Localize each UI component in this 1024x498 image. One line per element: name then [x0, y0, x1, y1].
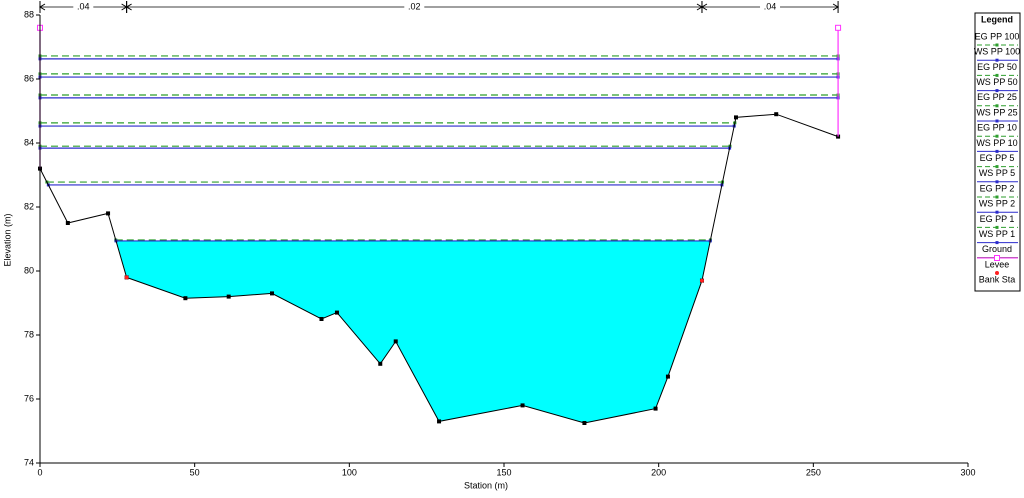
y-tick-label: 76 — [24, 393, 34, 403]
x-axis-label: Station (m) — [464, 480, 508, 490]
n-label-bg — [760, 2, 781, 12]
y-tick-label: 74 — [24, 457, 34, 467]
y-tick-label: 82 — [24, 201, 34, 211]
y-tick-label: 80 — [24, 265, 34, 275]
ground-point — [774, 112, 779, 117]
legend-label: EG PP 10 — [977, 123, 1017, 133]
x-tick-label: 0 — [37, 467, 42, 477]
legend-label: WS PP 10 — [976, 138, 1017, 148]
ground-point — [520, 403, 525, 408]
legend-label: WS PP 100 — [974, 47, 1020, 57]
legend-label: EG PP 1 — [980, 214, 1015, 224]
y-tick-label: 86 — [24, 73, 34, 83]
legend-marker — [995, 119, 999, 123]
ground-point — [393, 339, 398, 344]
legend-marker — [995, 43, 999, 47]
bank-station — [124, 275, 129, 280]
legend-label: WS PP 5 — [979, 168, 1015, 178]
x-tick-label: 150 — [496, 467, 511, 477]
n-label: .04 — [77, 1, 90, 11]
legend-marker — [995, 195, 999, 199]
x-tick-label: 300 — [960, 467, 975, 477]
water-fill — [116, 240, 711, 423]
legend-label: EG PP 100 — [975, 31, 1020, 41]
n-label-bg — [404, 2, 425, 12]
ground-point — [437, 419, 442, 424]
legend-marker — [995, 225, 999, 229]
legend-label: WS PP 25 — [976, 107, 1017, 117]
ground-point — [183, 296, 188, 301]
y-axis-label: Elevation (m) — [2, 213, 12, 266]
x-tick-label: 250 — [806, 467, 821, 477]
ground-point — [65, 221, 70, 225]
legend-label: Levee — [985, 259, 1010, 269]
ground-point — [106, 211, 111, 216]
legend-marker — [995, 180, 999, 184]
legend-label: EG PP 5 — [980, 153, 1015, 163]
x-tick-label: 50 — [190, 467, 200, 477]
legend-label: EG PP 2 — [980, 183, 1015, 193]
legend-marker — [995, 210, 999, 214]
legend-label: Ground — [982, 244, 1012, 254]
legend-label: EG PP 25 — [977, 92, 1017, 102]
ground-point — [665, 374, 670, 379]
y-tick-label: 88 — [24, 9, 34, 19]
legend-label: EG PP 50 — [977, 62, 1017, 72]
legend-marker — [995, 149, 999, 153]
n-label: .02 — [408, 1, 421, 11]
ground-point — [226, 294, 231, 299]
legend-marker — [995, 271, 999, 275]
levee-marker — [835, 24, 842, 31]
legend-label: WS PP 50 — [976, 77, 1017, 87]
legend-label: WS PP 1 — [979, 229, 1015, 239]
ground-point — [319, 317, 324, 321]
n-arrow — [701, 3, 840, 11]
y-tick-label: 78 — [24, 329, 34, 339]
legend-marker — [995, 89, 999, 93]
ground-point — [734, 115, 738, 120]
ground-line — [39, 113, 839, 424]
bank-station — [699, 278, 704, 283]
ground-point — [334, 310, 339, 315]
legend-marker — [995, 104, 999, 108]
x-tick-label: 200 — [651, 467, 666, 477]
legend-marker — [995, 73, 999, 77]
legend-marker — [995, 58, 999, 62]
legend-marker — [995, 165, 999, 169]
y-tick-label: 84 — [24, 137, 34, 147]
legend-marker — [995, 134, 999, 138]
x-tick-label: 100 — [342, 467, 357, 477]
ground-point — [270, 291, 274, 296]
legend-title: Legend — [981, 14, 1013, 24]
n-label: .04 — [764, 1, 777, 11]
ground-point — [378, 361, 383, 366]
ground-point — [582, 421, 587, 425]
legend-marker — [994, 255, 1000, 261]
legend-label: WS PP 2 — [979, 199, 1015, 209]
legend-label: Bank Sta — [979, 274, 1016, 284]
ground-point — [653, 406, 658, 411]
legend-marker — [995, 241, 999, 245]
n-label-bg — [73, 2, 94, 12]
